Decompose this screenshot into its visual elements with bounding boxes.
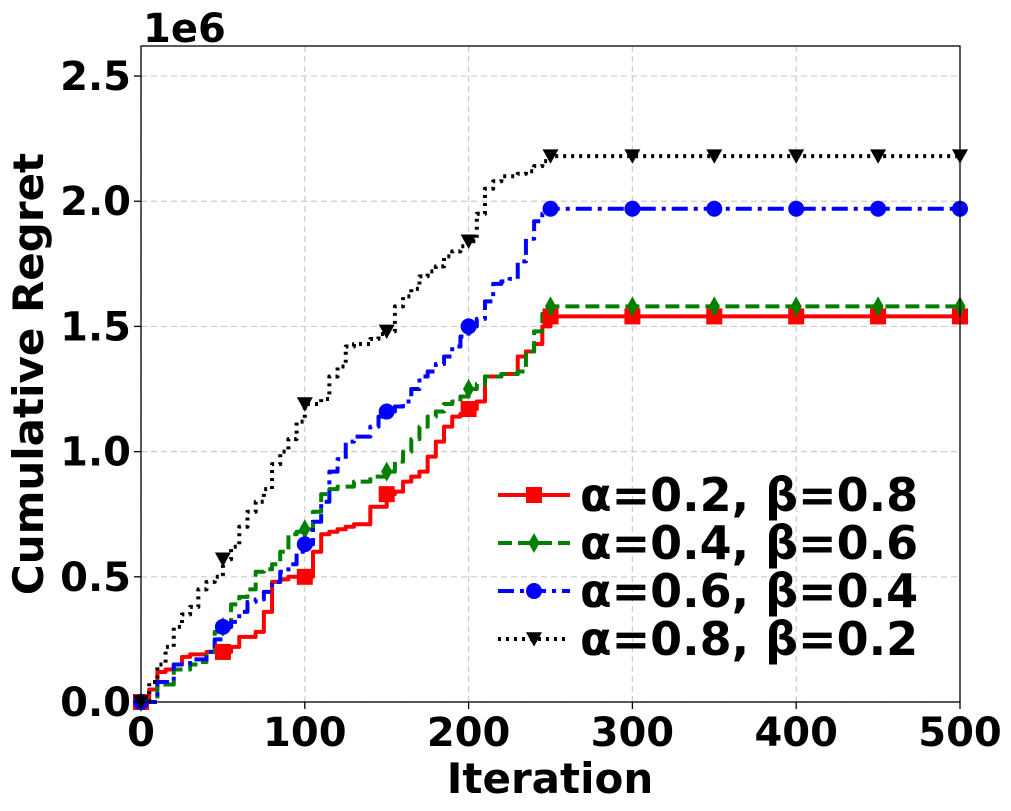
series-2-marker xyxy=(463,379,475,400)
legend-label-3: α=0.6, β=0.4 xyxy=(580,564,918,618)
series-2-marker xyxy=(708,296,720,317)
series-4-marker xyxy=(542,149,559,164)
series-2-marker xyxy=(626,296,638,317)
series-3-marker xyxy=(624,200,641,217)
x-tick-label: 0 xyxy=(127,710,155,756)
y-axis-label: Cumulative Regret xyxy=(4,153,53,595)
series-4-marker xyxy=(706,149,723,164)
legend-label-1: α=0.2, β=0.8 xyxy=(580,468,918,522)
series-1-marker xyxy=(788,308,805,325)
legend: α=0.2, β=0.8α=0.4, β=0.6α=0.6, β=0.4α=0.… xyxy=(498,468,918,666)
legend-label-4: α=0.8, β=0.2 xyxy=(580,612,918,666)
series-2-marker xyxy=(299,519,311,540)
series-1-marker xyxy=(214,643,231,660)
series-1-marker xyxy=(542,308,559,325)
series-4-marker xyxy=(870,149,887,164)
legend-marker-4 xyxy=(526,632,542,647)
series-1-marker xyxy=(870,308,887,325)
series-3-marker xyxy=(870,200,887,217)
x-tick-label: 200 xyxy=(427,710,511,756)
series-4-marker xyxy=(460,234,477,249)
series-1-marker xyxy=(296,568,313,585)
series-3-marker xyxy=(214,618,231,635)
y-tick-label: 0.5 xyxy=(60,555,131,601)
y-tick-label: 1.5 xyxy=(60,304,131,350)
series-1-marker xyxy=(460,401,477,418)
legend-marker-1 xyxy=(526,487,542,503)
y-tick-label: 0.0 xyxy=(60,680,131,726)
y-tick-label: 2.5 xyxy=(60,54,131,100)
series-2-marker xyxy=(790,296,802,317)
x-tick-label: 100 xyxy=(263,710,347,756)
plot-frame xyxy=(140,45,961,703)
x-tick-label: 300 xyxy=(591,710,675,756)
legend-marker-3 xyxy=(526,583,542,599)
series-3-marker xyxy=(706,200,723,217)
y-tick-label: 1.0 xyxy=(60,430,131,476)
series-2-marker xyxy=(544,296,557,317)
y-offset-label: 1e6 xyxy=(143,6,226,52)
series-3-marker xyxy=(460,318,477,335)
series-3-marker xyxy=(788,200,805,217)
legend-marker-2 xyxy=(528,533,540,553)
series-line-4 xyxy=(141,154,960,704)
series-4-marker xyxy=(788,149,805,164)
series-4-marker xyxy=(296,397,313,412)
series-4-marker xyxy=(624,149,641,164)
series-1-marker xyxy=(624,308,641,325)
series-4-marker xyxy=(214,552,231,567)
x-tick-label: 500 xyxy=(918,710,1002,756)
axis-ticks: 0 100 200 300 400 500 0.0 0.5 1.0 1.5 2.0 2.5 xyxy=(60,54,1002,756)
legend-label-2: α=0.4, β=0.6 xyxy=(580,516,918,570)
series-2-marker xyxy=(872,296,884,317)
series-1-marker xyxy=(378,486,395,503)
series-3-marker xyxy=(296,536,313,553)
series-1-marker xyxy=(706,308,723,325)
series-2-marker xyxy=(381,461,393,482)
series-3-marker xyxy=(542,200,559,217)
y-tick-label: 2.0 xyxy=(60,179,131,225)
series-4-marker xyxy=(378,324,395,340)
x-axis-label: Iteration xyxy=(447,754,653,803)
series-line-3 xyxy=(141,206,960,704)
series-3-marker xyxy=(378,403,395,420)
x-tick-label: 400 xyxy=(754,710,838,756)
